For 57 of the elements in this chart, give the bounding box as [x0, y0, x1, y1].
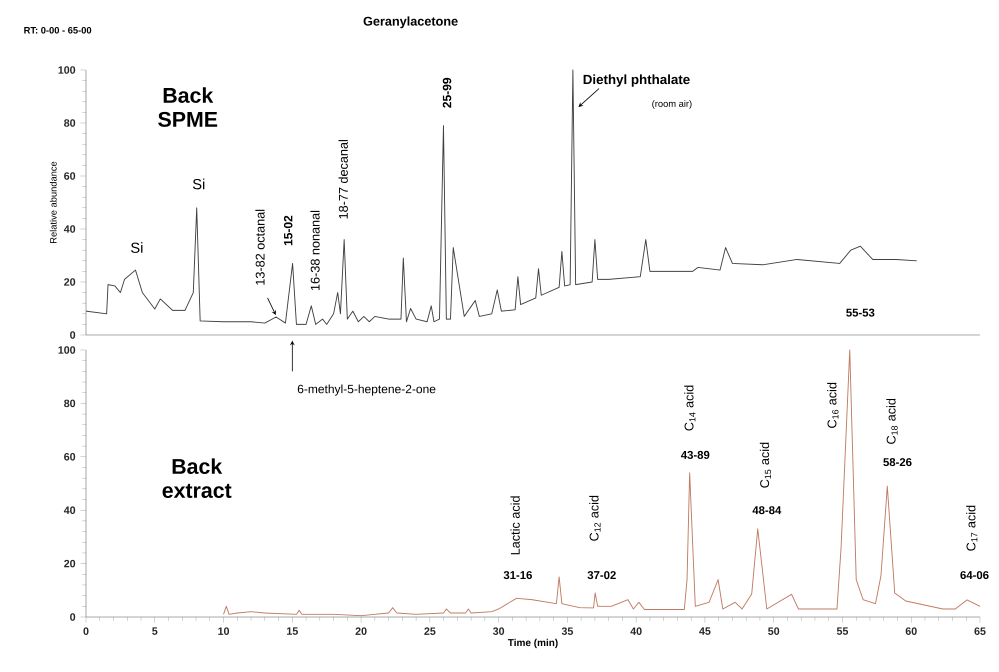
y-tick-label: 20: [64, 560, 76, 568]
annotation: Back SPME: [158, 87, 218, 127]
x-axis-title: Time (min): [508, 638, 558, 648]
line-series: [86, 70, 918, 325]
annotation: Si: [131, 242, 142, 253]
annotation: Si: [192, 178, 204, 190]
x-tick-label: 50: [768, 627, 780, 635]
y-tick-label: 100: [58, 346, 76, 354]
annotation: 6-methyl-5-heptene-2-one: [298, 384, 436, 396]
annotation: C$_{15}$ acid: [760, 442, 772, 488]
annotation: C$_{12}$ acid: [589, 496, 601, 541]
y-tick-label: 0: [70, 613, 76, 621]
annotation: C$_{17}$ acid: [966, 506, 978, 551]
y-tick-label: 60: [64, 172, 76, 180]
annotation: 25-99: [442, 78, 452, 108]
x-tick-label: 15: [287, 627, 298, 635]
y-tick-label: 80: [64, 119, 76, 127]
annotation: Diethyl phthalate: [584, 74, 690, 87]
y-tick-label: 20: [64, 278, 76, 286]
x-tick-label: 65: [974, 627, 986, 635]
y-tick-label: 40: [64, 225, 76, 233]
x-tick-label: 55: [836, 627, 848, 635]
annotation: 37-02: [588, 571, 616, 580]
y-tick-label: 0: [70, 331, 76, 339]
annotation: 48-84: [752, 506, 782, 514]
text: Geranylacetone: [364, 16, 458, 28]
annotation: C$_{18}$ acid: [886, 398, 898, 444]
x-tick-label: 20: [356, 627, 367, 635]
x-tick-label: 40: [630, 627, 642, 635]
annotation: (room air): [652, 100, 692, 109]
annotation: C$_{14}$ acid: [684, 386, 696, 431]
annotation: 55-53: [846, 308, 874, 317]
text: RT: 0-00 - 65-00: [24, 26, 92, 34]
annotation: C$_{16}$ acid: [827, 382, 838, 428]
annotation: Back extract: [162, 458, 232, 498]
x-tick-label: 60: [906, 627, 917, 635]
annotation: 13-82 octanal: [255, 210, 265, 285]
annotation: 58-26: [883, 458, 912, 466]
annotation: 43-89: [680, 450, 710, 459]
x-tick-label: 5: [152, 627, 158, 635]
x-tick-label: 10: [218, 627, 230, 635]
annotation: 31-16: [504, 571, 532, 580]
annotation: 18-77 decanal: [338, 140, 348, 218]
y-tick-label: 100: [58, 66, 76, 74]
y-tick-label: 40: [64, 506, 76, 514]
x-tick-label: 30: [492, 627, 504, 635]
x-tick-label: 35: [562, 627, 574, 635]
y-tick-label: 60: [64, 453, 76, 461]
x-tick-label: 25: [424, 627, 436, 635]
x-tick-label: 0: [83, 627, 89, 635]
annotation: 64-06: [960, 571, 989, 580]
y-axis-title: Relative abundance: [50, 162, 57, 243]
x-tick-label: 45: [699, 627, 711, 635]
annotation: 16-38 nonanal: [310, 210, 320, 290]
y-tick-label: 80: [64, 400, 76, 408]
annotation: Lactic acid: [510, 496, 520, 554]
annotation: 15-02: [284, 216, 292, 246]
